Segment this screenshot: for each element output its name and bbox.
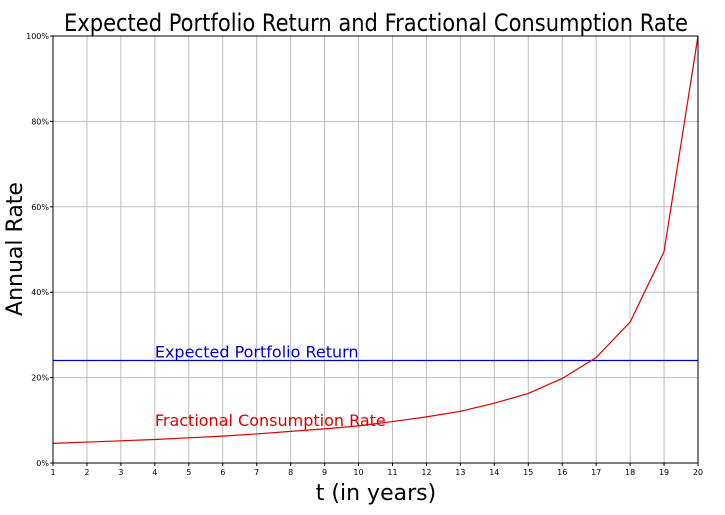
x-tick-label: 14 <box>489 468 499 477</box>
x-tick-label: 2 <box>84 468 89 477</box>
x-tick-label: 9 <box>322 468 327 477</box>
series-line-1 <box>52 35 699 444</box>
x-tick-label: 1 <box>50 468 55 477</box>
x-tick-label: 5 <box>186 468 191 477</box>
x-tick-label: 10 <box>353 468 363 477</box>
x-tick-label: 6 <box>220 468 225 477</box>
x-tick-label: 19 <box>659 468 669 477</box>
y-tick-label: 0% <box>36 459 49 468</box>
y-tick-label: 40% <box>31 288 49 297</box>
chart-title: Expected Portfolio Return and Fractional… <box>64 9 688 37</box>
x-tick-label: 3 <box>118 468 123 477</box>
x-tick-label: 8 <box>288 468 293 477</box>
x-tick-label: 18 <box>625 468 635 477</box>
y-tick-label: 80% <box>31 117 49 126</box>
x-tick-label: 12 <box>421 468 431 477</box>
grid <box>52 35 699 464</box>
x-tick-label: 17 <box>591 468 601 477</box>
x-tick-label: 4 <box>152 468 157 477</box>
y-axis-label: Annual Rate <box>3 182 28 316</box>
y-tick-label: 60% <box>31 203 49 212</box>
x-tick-label: 11 <box>387 468 397 477</box>
series-label-1: Fractional Consumption Rate <box>155 411 386 430</box>
series-labels: Expected Portfolio Return Fractional Cons… <box>155 343 386 430</box>
y-tick-label: 20% <box>31 374 49 383</box>
x-tick-label: 16 <box>557 468 567 477</box>
y-tick-label: 100% <box>26 32 49 41</box>
plot-frame <box>52 35 699 464</box>
series-lines <box>52 35 699 444</box>
x-axis-label: t (in years) <box>316 481 436 506</box>
x-tick-label: 20 <box>693 468 703 477</box>
x-tick-label: 15 <box>523 468 533 477</box>
series-label-0: Expected Portfolio Return <box>155 343 359 362</box>
x-tick-label: 13 <box>455 468 465 477</box>
x-tick-label: 7 <box>254 468 259 477</box>
tick-labels: 1 2 3 4 5 6 7 8 9 10 11 12 13 14 15 16 17 18 19 200%20%40%6… <box>26 32 703 477</box>
